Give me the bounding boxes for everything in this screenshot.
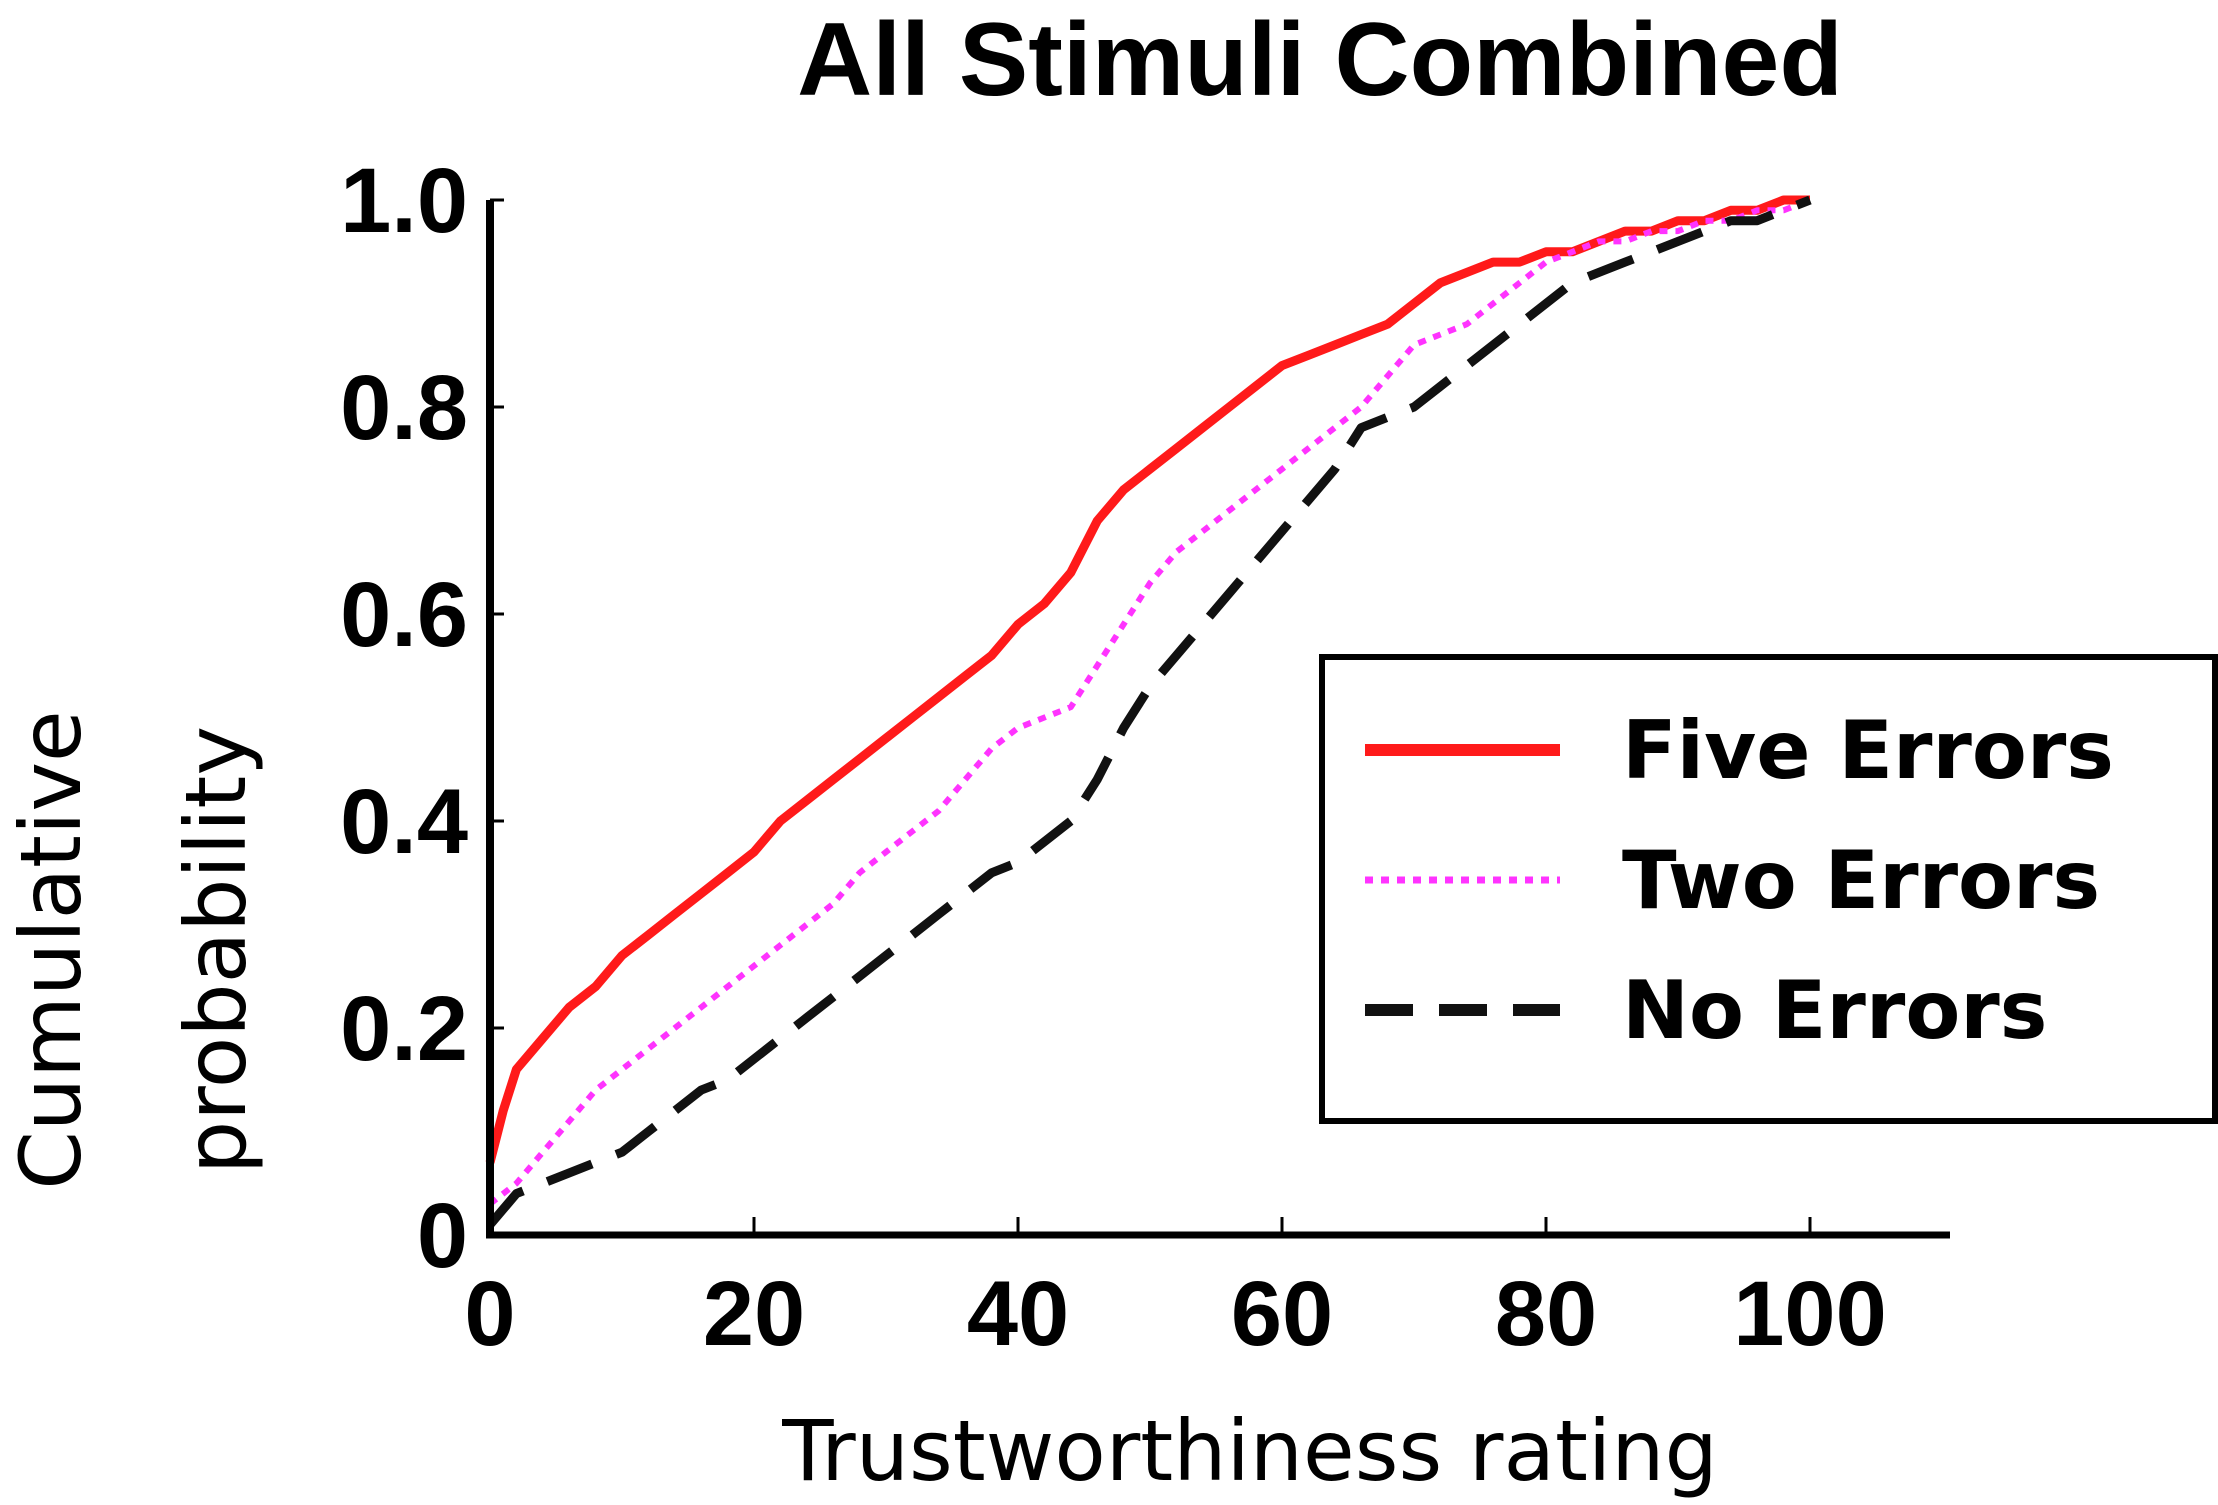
- x-tick-label: 60: [1231, 1263, 1333, 1365]
- x-tick-label: 80: [1495, 1263, 1597, 1365]
- legend-label-five-errors: Five Errors: [1622, 704, 2114, 797]
- y-tick-label: 1.0: [340, 150, 468, 252]
- x-axis-label: Trustworthiness rating: [781, 1402, 1718, 1500]
- x-tick-label: 40: [967, 1263, 1069, 1365]
- legend: Five Errors Two Errors No Errors: [1319, 654, 2218, 1124]
- x-tick-label: 100: [1733, 1263, 1887, 1365]
- series-line-no-errors: [486, 195, 1812, 1228]
- y-tick-label: 0.8: [340, 357, 468, 459]
- y-axis-label-line2: probability: [167, 726, 265, 1174]
- y-tick-label: 0.4: [340, 771, 468, 873]
- y-tick-label: 0.2: [340, 978, 468, 1080]
- legend-box: [1319, 654, 2218, 1124]
- y-tick-label: 0.6: [340, 564, 468, 666]
- y-tick-label: 0: [417, 1185, 468, 1287]
- y-axis-label: Cumulative probability: [2, 710, 265, 1189]
- series-line-two-errors: [488, 197, 1812, 1207]
- axes: [486, 200, 1950, 1239]
- legend-label-two-errors: Two Errors: [1622, 834, 2100, 927]
- legend-label-no-errors: No Errors: [1622, 964, 2047, 1057]
- y-axis-label-line1: Cumulative: [2, 710, 100, 1189]
- ticks: 0 20 40 60 80 100 0 0.2 0.4 0.6 0.8 1.0: [340, 150, 1887, 1365]
- x-tick-label: 20: [703, 1263, 805, 1365]
- x-tick-label: 0: [464, 1263, 515, 1365]
- chart-title: All Stimuli Combined: [797, 2, 1843, 118]
- plot-lines: [485, 195, 1812, 1228]
